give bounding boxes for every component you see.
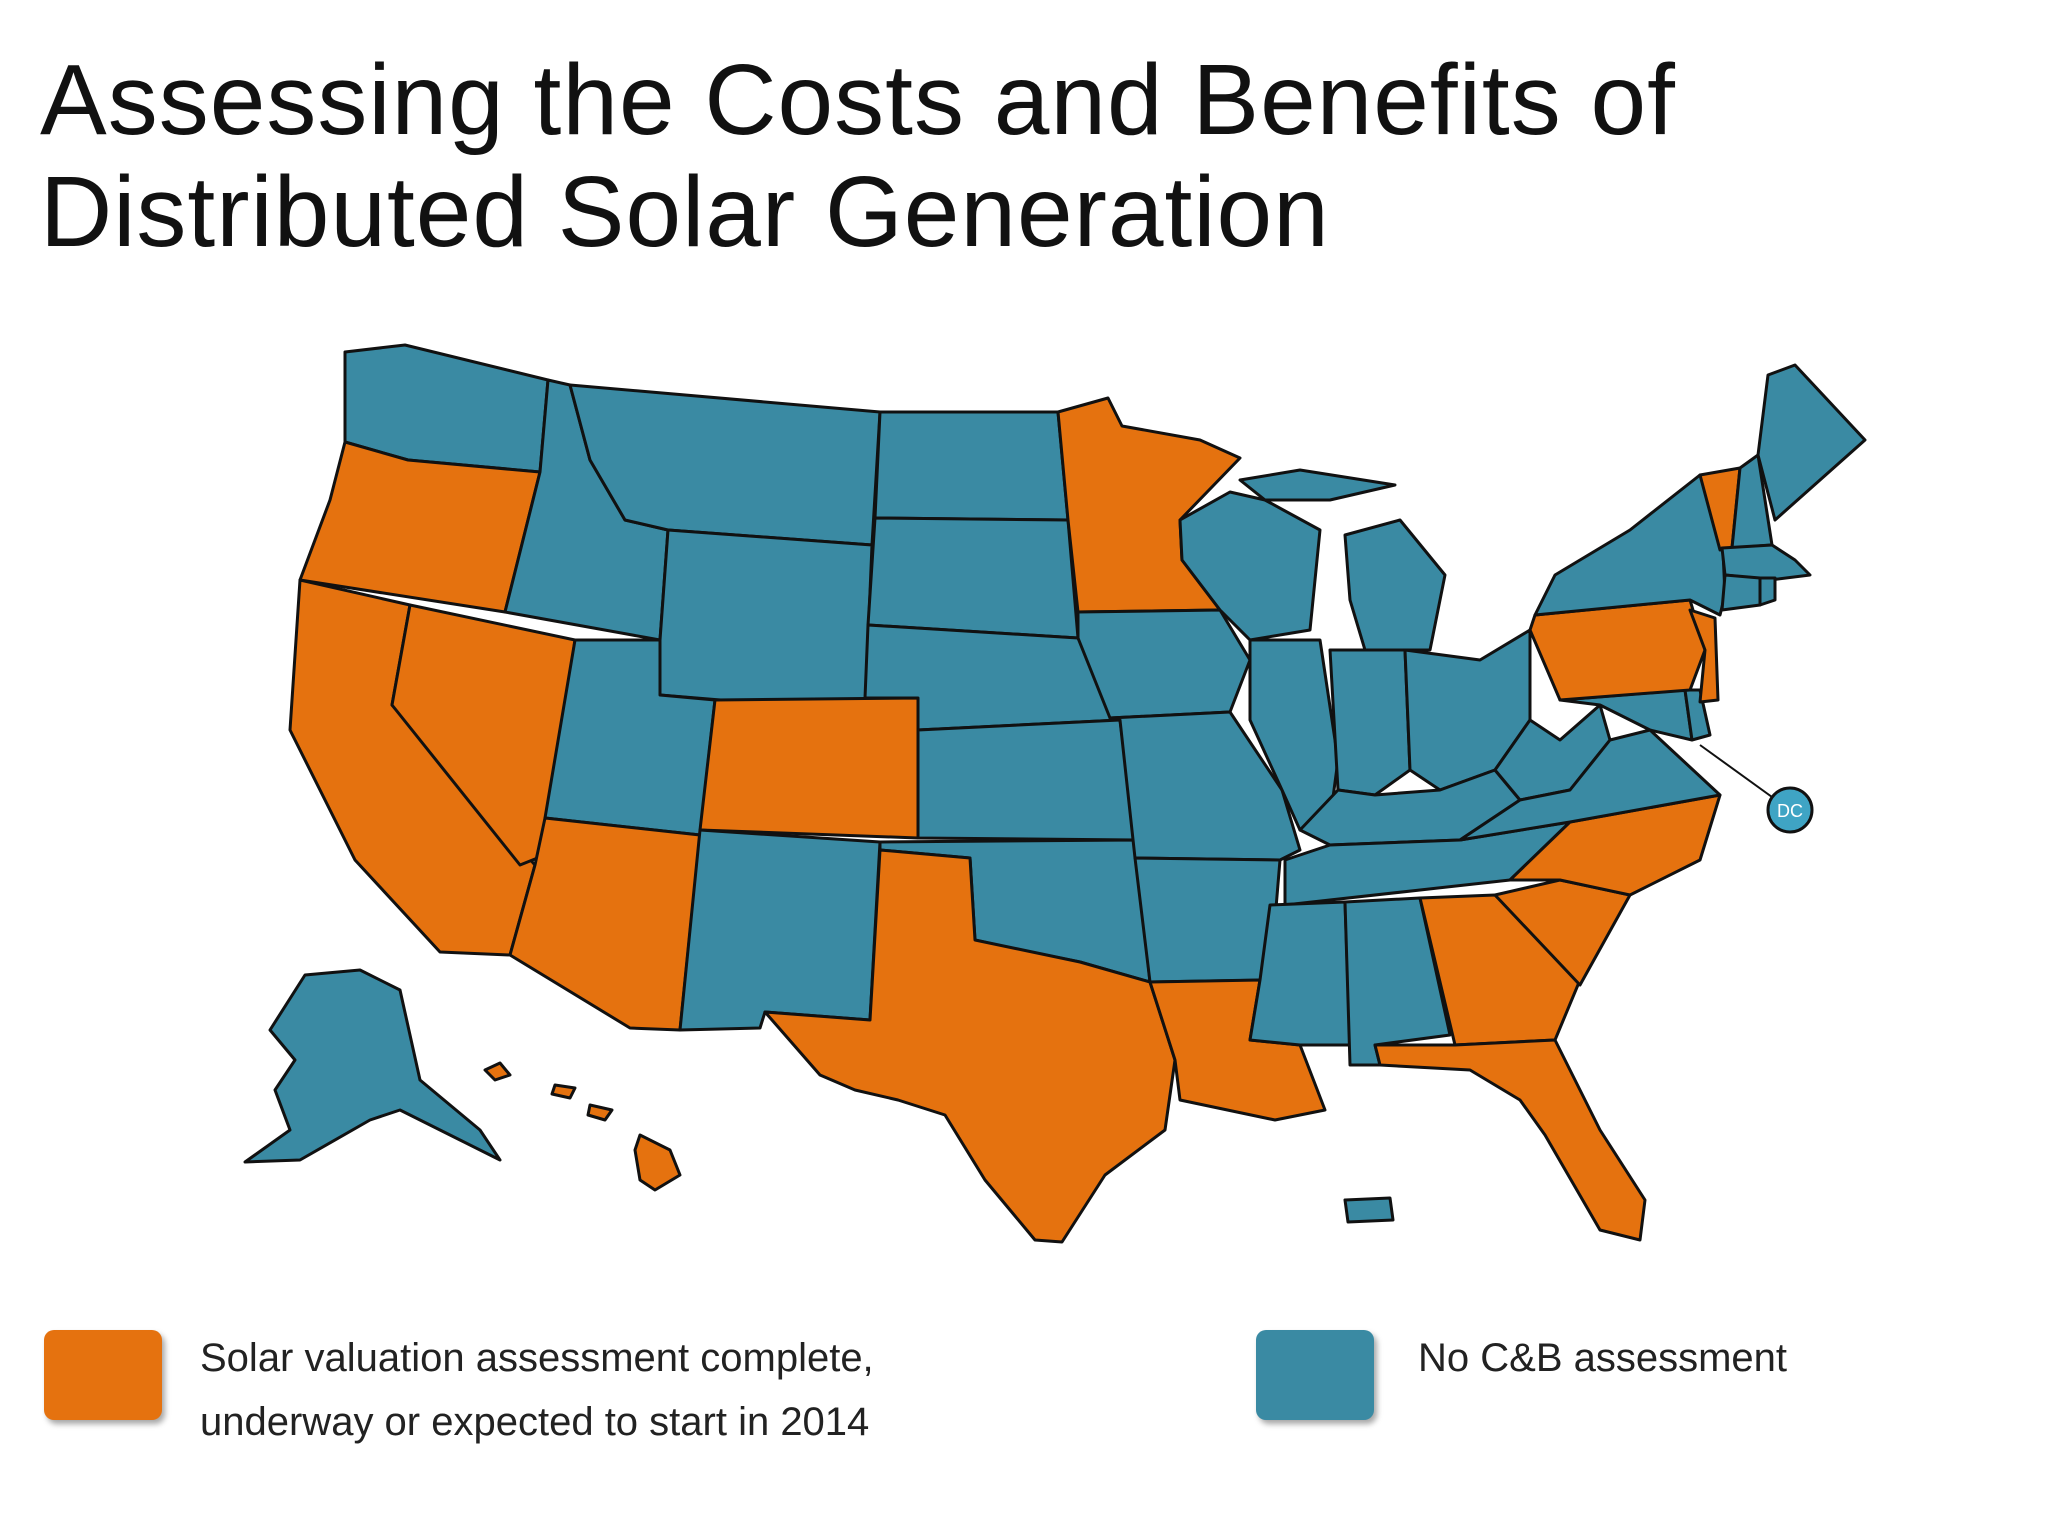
state-CT: [1720, 573, 1762, 612]
state-WY: [658, 528, 874, 714]
dc-marker: [1766, 786, 1814, 834]
state-ND: [873, 410, 1070, 522]
legend-label-assessed-line2: underway or expected to start in 2014: [200, 1400, 870, 1444]
legend-swatch-assessed: [44, 1330, 162, 1420]
dc-label: DC: [1777, 801, 1803, 821]
title-line-2: Distributed Solar Generation: [40, 156, 1330, 268]
state-PA: [1528, 598, 1707, 702]
state-KS: [916, 718, 1137, 842]
state-MI: [1238, 468, 1447, 652]
legend-label-assessed: Solar valuation assessment complete, und…: [200, 1326, 874, 1454]
state-IN: [1328, 648, 1412, 797]
state-WI: [1178, 490, 1322, 642]
state-NJ: [1688, 608, 1720, 704]
map-title: Assessing the Costs and Benefits of Dist…: [40, 44, 1676, 268]
state-NV: [390, 603, 577, 867]
state-MO: [1108, 710, 1302, 862]
state-IA: [1076, 608, 1252, 720]
legend-label-no-assessment: No C&B assessment: [1418, 1336, 1788, 1380]
state-AK: [243, 968, 502, 1164]
state-AZ: [508, 816, 702, 1032]
state-PR: [1343, 1196, 1395, 1224]
state-TX: [763, 848, 1177, 1244]
state-RI: [1758, 576, 1777, 607]
state-OR: [298, 440, 542, 614]
state-CO: [698, 696, 920, 840]
state-HI: [483, 1061, 682, 1192]
state-ME: [1756, 363, 1867, 522]
state-GA: [1418, 893, 1582, 1047]
state-NM: [678, 828, 882, 1032]
state-AR: [1133, 856, 1282, 984]
state-DE: [1683, 688, 1712, 742]
state-VA: [1458, 728, 1722, 842]
title-line-1: Assessing the Costs and Benefits of: [40, 44, 1676, 156]
legend-label-assessed-line1: Solar valuation assessment complete,: [200, 1336, 874, 1380]
state-FL: [1373, 1038, 1647, 1242]
state-SD: [866, 516, 1080, 640]
legend-swatch-no-assessment: [1256, 1330, 1374, 1420]
state-NY: [1533, 473, 1727, 617]
